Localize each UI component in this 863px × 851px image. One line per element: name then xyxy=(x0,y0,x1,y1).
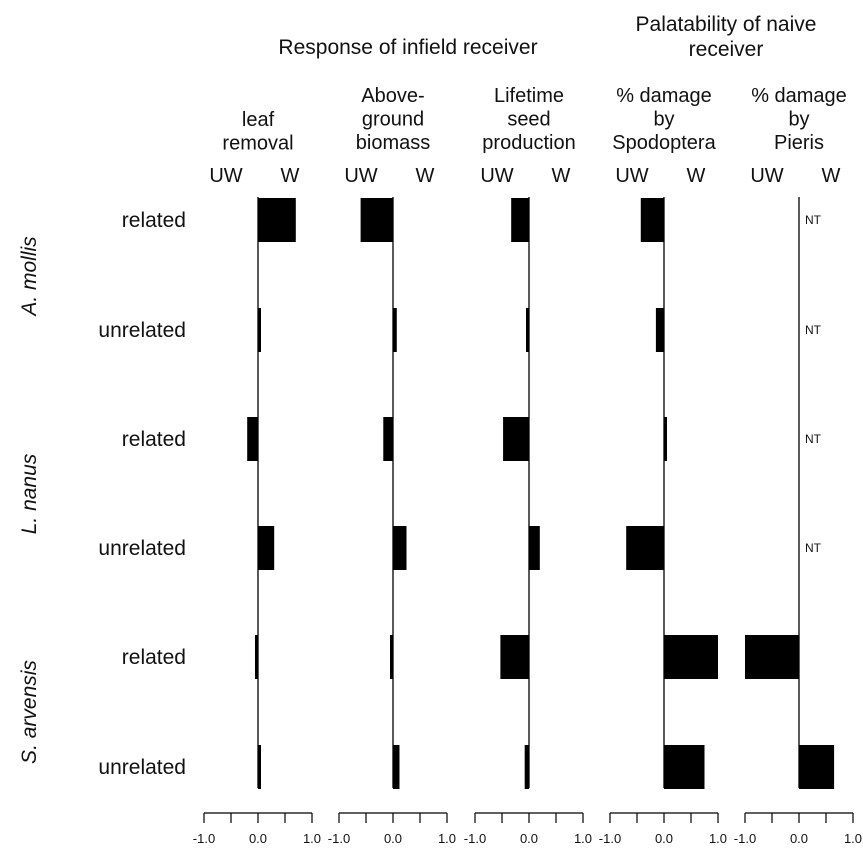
panel-4-bar xyxy=(640,198,664,242)
panel-2-bar xyxy=(390,635,393,679)
panel-2-bar xyxy=(383,417,393,461)
panel-4-bar xyxy=(664,417,667,461)
row-labels: related unrelated related unrelated related u… xyxy=(98,209,186,779)
panel-2-bar xyxy=(393,308,397,352)
species-label: S. arvensis xyxy=(18,660,41,764)
panel-4-tick-label: 1.0 xyxy=(709,831,727,846)
row-label: unrelated xyxy=(98,756,186,779)
row-label: unrelated xyxy=(98,537,186,560)
panel-4-bar xyxy=(655,308,664,352)
species-label: A. mollis xyxy=(18,236,41,318)
panel-4-w-label: W xyxy=(687,165,706,187)
panel-1-bar xyxy=(247,417,258,461)
chart-titles: Response of infield receiver Palatabilit… xyxy=(278,13,816,61)
panel-1-uw-label: UW xyxy=(209,165,242,187)
panel-2-w-label: W xyxy=(416,165,435,187)
panel-5-nt-label: NT xyxy=(805,323,822,337)
panel-2-tick-label: 1.0 xyxy=(438,831,456,846)
species-label: L. nanus xyxy=(18,453,41,534)
panel-1-tick-label: 1.0 xyxy=(303,831,321,846)
panel-3-bar xyxy=(529,526,540,570)
panel-5-w-label: W xyxy=(822,165,841,187)
panel-2-bar xyxy=(393,745,400,789)
panel-5-tick-label: 1.0 xyxy=(844,831,862,846)
panel-3-bar xyxy=(524,745,529,789)
panel-5-uw-label: UW xyxy=(750,165,783,187)
panel-2-bar xyxy=(360,198,393,242)
panel-4-tick-label: -1.0 xyxy=(599,831,621,846)
panel-1-title-line: leaf xyxy=(242,109,275,131)
panel-4-bar xyxy=(664,635,718,679)
panel-3-w-label: W xyxy=(552,165,571,187)
species-labels: A. mollis L. nanus S. arvensis xyxy=(18,236,41,764)
panel-1-title-line: removal xyxy=(222,133,293,155)
row-label: related xyxy=(122,428,186,451)
panel-5-title-line: % damage xyxy=(751,85,847,107)
row-label: related xyxy=(122,209,186,232)
panel-1-bar xyxy=(258,198,296,242)
panel-5-bar xyxy=(799,745,835,789)
panel-2-tick-label: -1.0 xyxy=(328,831,350,846)
panel-1-w-label: W xyxy=(281,165,300,187)
panel-5-tick-label: 0.0 xyxy=(790,831,808,846)
panel-2-title-line: Above- xyxy=(361,85,424,107)
panel-4-title-line: % damage xyxy=(616,85,712,107)
panel-1-bar xyxy=(258,526,275,570)
panel-4-title-line: by xyxy=(653,109,674,131)
panel-3-tick-label: 0.0 xyxy=(520,831,538,846)
panel-5-title-line: Pieris xyxy=(774,132,824,154)
panel-3-bar xyxy=(526,308,529,352)
panel-1-bar xyxy=(258,308,261,352)
panel-1-tick-label: 0.0 xyxy=(249,831,267,846)
panel-5-nt-label: NT xyxy=(805,213,822,227)
panel-4-uw-label: UW xyxy=(615,165,648,187)
panel-5-nt-label: NT xyxy=(805,432,822,446)
row-label: related xyxy=(122,646,186,669)
panel-4-tick-label: 0.0 xyxy=(655,831,673,846)
panel-3-tick-label: -1.0 xyxy=(464,831,486,846)
panel-3-title-line: production xyxy=(482,132,575,154)
panel-4-title-line: Spodoptera xyxy=(612,132,716,154)
panel-3-bar xyxy=(500,635,529,679)
panel-3-tick-label: 1.0 xyxy=(574,831,592,846)
panel-3-bar xyxy=(503,417,529,461)
panel-1-bar xyxy=(255,635,258,679)
group-title-naive-line2: receiver xyxy=(689,38,764,61)
panel-2-uw-label: UW xyxy=(344,165,377,187)
panel-2-title-line: biomass xyxy=(356,132,430,154)
group-title-infield: Response of infield receiver xyxy=(278,36,537,59)
panel-5-bar xyxy=(745,635,799,679)
panel-3-bar xyxy=(511,198,529,242)
panel-1-tick-label: -1.0 xyxy=(193,831,215,846)
panel-5-title-line: by xyxy=(788,109,809,131)
panel-5-tick-label: -1.0 xyxy=(734,831,756,846)
panel-3-uw-label: UW xyxy=(480,165,513,187)
panel-4-bar xyxy=(664,745,705,789)
panel-2-tick-label: 0.0 xyxy=(384,831,402,846)
panel-2-title-line: ground xyxy=(362,109,424,131)
group-title-naive-line1: Palatability of naive xyxy=(636,13,817,36)
panel-3-title-line: seed xyxy=(507,109,550,131)
row-label: unrelated xyxy=(98,319,186,342)
panel-1-bar xyxy=(258,745,261,789)
panel-4-bar xyxy=(626,526,664,570)
panel-2-bar xyxy=(393,526,407,570)
panel-5-nt-label: NT xyxy=(805,541,822,555)
panel-3-title-line: Lifetime xyxy=(494,85,564,107)
